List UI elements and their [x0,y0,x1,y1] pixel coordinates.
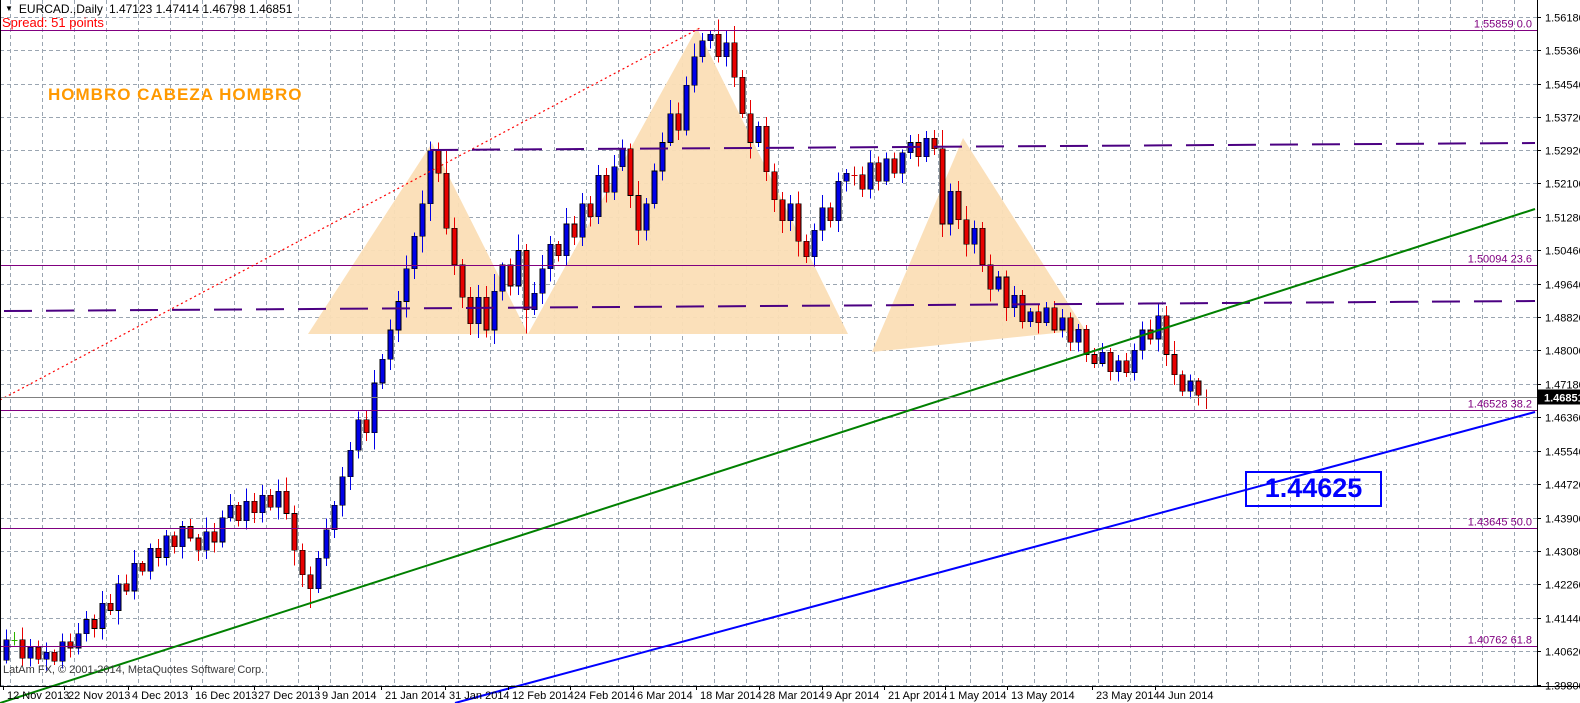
trendline-target-blue[interactable] [454,411,1536,703]
svg-text:1.55360: 1.55360 [1545,46,1580,58]
svg-text:1.52100: 1.52100 [1545,179,1580,191]
ohlc-values-label: 1.47123 1.47414 1.46798 1.46851 [108,2,293,16]
svg-text:31 Jan 2014: 31 Jan 2014 [449,690,510,702]
svg-text:1.47180: 1.47180 [1545,380,1580,392]
pattern-annotation-label[interactable]: HOMBRO CABEZA HOMBRO [48,85,303,104]
svg-text:1.55859 0.0: 1.55859 0.0 [1474,19,1532,31]
svg-text:1.48820: 1.48820 [1545,313,1580,325]
triangle-right-shoulder[interactable] [872,138,1085,352]
triangle-head[interactable] [528,28,848,334]
svg-text:16 Dec 2013: 16 Dec 2013 [195,690,257,702]
svg-text:24 Feb 2014: 24 Feb 2014 [574,690,636,702]
trendline-support-green[interactable] [0,208,1536,703]
copyright-label: LatAm FX, © 2001-2014, MetaQuotes Softwa… [3,664,265,676]
triangle-left-shoulder[interactable] [308,143,528,334]
svg-text:1.45540: 1.45540 [1545,447,1580,459]
trendline-price-label[interactable]: 1.44625 [1245,471,1382,507]
spread-label: Spread: 51 points [2,15,104,30]
svg-text:12 Feb 2014: 12 Feb 2014 [512,690,574,702]
svg-text:1.52920: 1.52920 [1545,146,1580,158]
svg-text:1.43080: 1.43080 [1545,547,1580,559]
svg-text:1.51280: 1.51280 [1545,213,1580,225]
fibonacci-retracement[interactable]: 1.55859 0.0 1.50094 23.6 1.46528 38.2 1.436… [0,19,1537,647]
svg-text:1.48000: 1.48000 [1545,346,1580,358]
chart-dropdown-icon: ▼ [5,4,13,13]
svg-text:21 Apr 2014: 21 Apr 2014 [888,690,947,702]
svg-text:9 Apr 2014: 9 Apr 2014 [826,690,879,702]
svg-text:1.56180: 1.56180 [1545,13,1580,25]
price-axis[interactable]: 1.56180 1.55360 1.54540 1.53720 1.52920 1.521… [1537,0,1580,703]
current-price-badge [1538,389,1580,405]
svg-text:1.43645 50.0: 1.43645 50.0 [1468,517,1532,529]
svg-text:1.50094 23.6: 1.50094 23.6 [1468,254,1532,266]
svg-text:1.40620: 1.40620 [1545,647,1580,659]
svg-text:1.54540: 1.54540 [1545,80,1580,92]
svg-text:1.42260: 1.42260 [1545,580,1580,592]
svg-text:1.46851: 1.46851 [1544,393,1580,405]
svg-text:1.49640: 1.49640 [1545,280,1580,292]
trendline-rising-wedge-line[interactable] [0,27,701,401]
svg-text:28 Mar 2014: 28 Mar 2014 [763,690,825,702]
svg-text:6 Mar 2014: 6 Mar 2014 [637,690,693,702]
trendline-neckline-upper[interactable] [429,142,1536,151]
svg-text:1 May 2014: 1 May 2014 [949,690,1006,702]
svg-text:22 Nov 2013: 22 Nov 2013 [68,690,130,702]
svg-text:1.46528 38.2: 1.46528 38.2 [1468,399,1532,411]
trendline-neckline-lower[interactable] [3,300,1536,312]
symbol-period-label: EURCAD.,Daily [18,2,103,16]
svg-text:13 May 2014: 13 May 2014 [1011,690,1075,702]
trendlines[interactable] [0,27,1536,703]
svg-text:4 Dec 2013: 4 Dec 2013 [132,690,188,702]
symbol-period-header: ▼ EURCAD.,Daily 1.47123 1.47414 1.46798 … [5,2,292,16]
svg-text:1.53720: 1.53720 [1545,113,1580,125]
svg-text:27 Dec 2013: 27 Dec 2013 [258,690,320,702]
svg-text:21 Jan 2014: 21 Jan 2014 [385,690,446,702]
svg-text:1.44720: 1.44720 [1545,480,1580,492]
svg-text:1.40762 61.8: 1.40762 61.8 [1468,635,1532,647]
svg-text:1.41440: 1.41440 [1545,614,1580,626]
pattern-triangles[interactable] [308,28,1085,352]
svg-text:1.50460: 1.50460 [1545,246,1580,258]
svg-text:18 Mar 2014: 18 Mar 2014 [700,690,762,702]
svg-text:23 May 2014: 23 May 2014 [1096,690,1160,702]
svg-text:9 Jan 2014: 9 Jan 2014 [322,690,376,702]
svg-text:4 Jun 2014: 4 Jun 2014 [1159,690,1213,702]
svg-text:1.46360: 1.46360 [1545,413,1580,425]
svg-text:1.43900: 1.43900 [1545,514,1580,526]
svg-text:12 Nov 2013: 12 Nov 2013 [7,690,69,702]
